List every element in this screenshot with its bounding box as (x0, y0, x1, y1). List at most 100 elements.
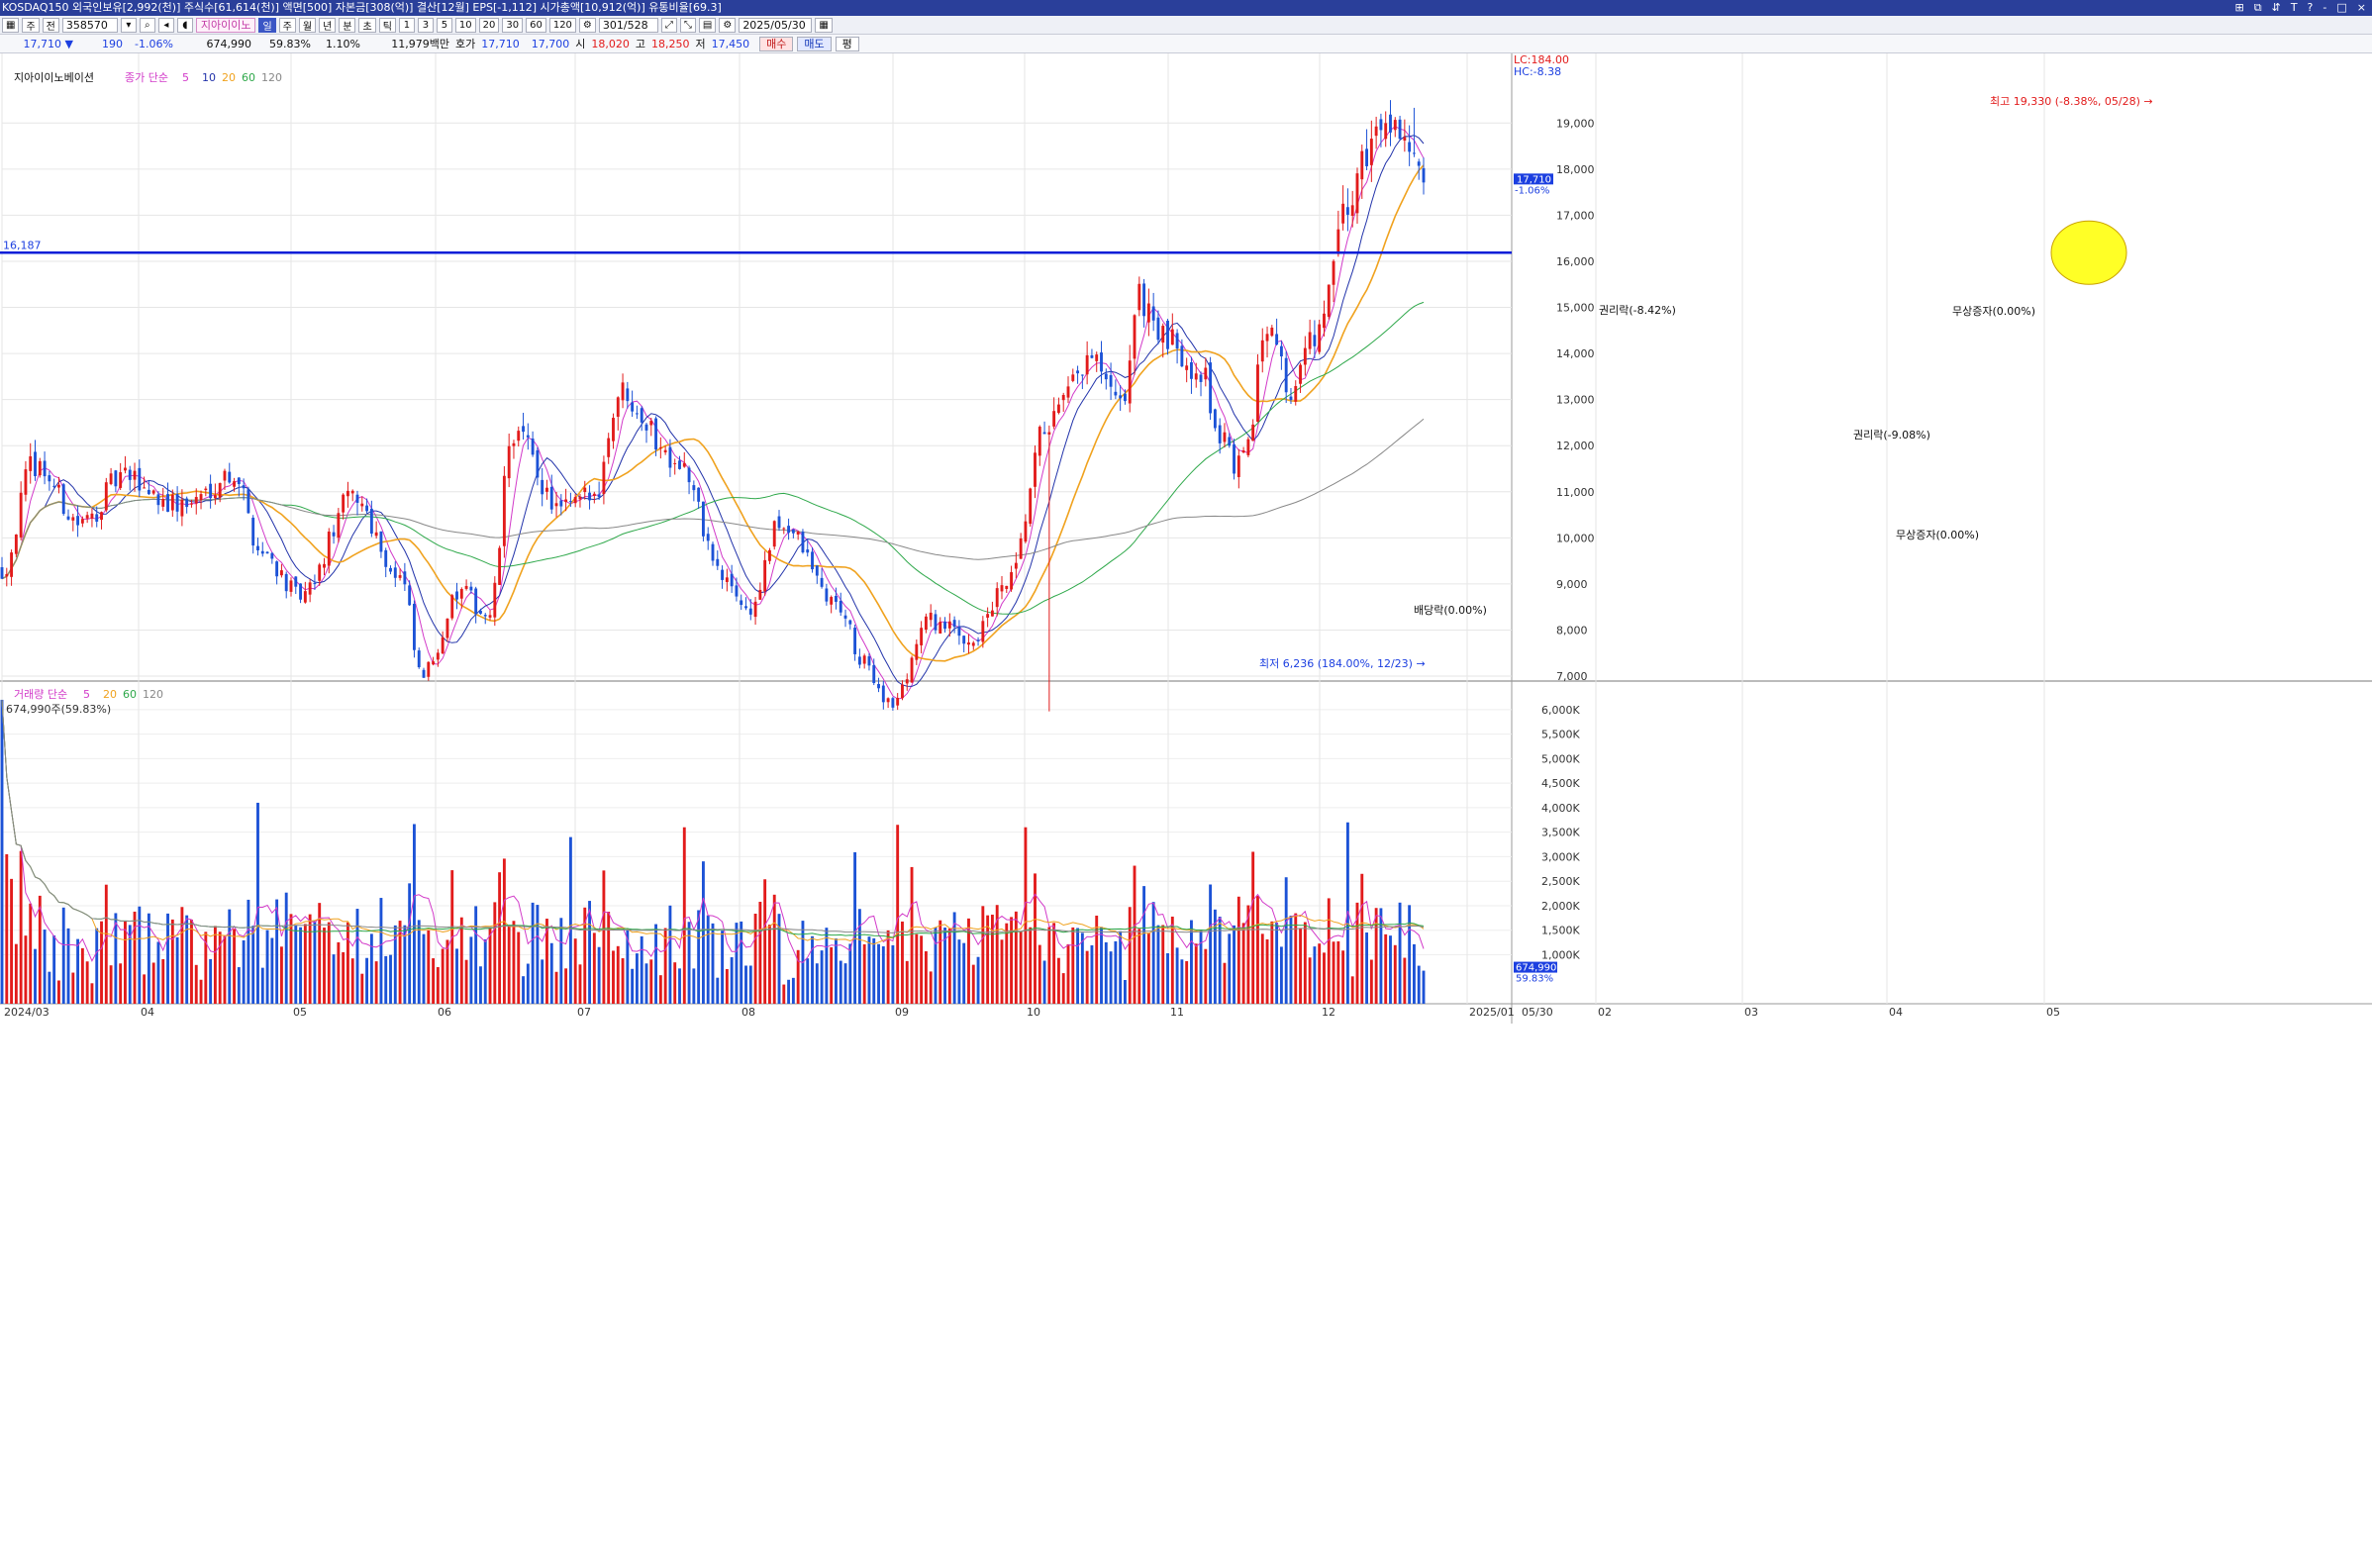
tab-second[interactable]: 초 (358, 17, 376, 33)
layout-icon[interactable]: ⊞ (2234, 1, 2244, 14)
candle-body (1265, 334, 1269, 342)
volume-bar (223, 935, 227, 1004)
tab-day[interactable]: 일 (258, 17, 276, 33)
help-icon[interactable]: ? (2307, 1, 2314, 14)
candle-body (531, 439, 535, 455)
minimize-button[interactable]: - (2323, 1, 2327, 14)
volume-bar (251, 926, 255, 1004)
stock-chart[interactable]: 16,187 최고 19,330 (-8.38%, 05/28) → 최저 6,23… (0, 53, 2372, 1568)
volume-tick-label: 1,500K (1541, 925, 1580, 937)
text-icon[interactable]: T (2290, 1, 2298, 14)
high-label: 고 (635, 38, 645, 50)
tab-week[interactable]: 주 (278, 17, 296, 33)
sell-button[interactable]: 매도 (797, 36, 832, 51)
candle-body (1056, 404, 1060, 414)
candle-body (971, 642, 975, 646)
volume-ma-period-label: 5 (83, 688, 90, 701)
candle-body (1403, 137, 1407, 141)
sort-icon[interactable]: ⇵ (2271, 1, 2281, 14)
minute-60-button[interactable]: 60 (526, 17, 546, 33)
candle-body (740, 600, 743, 606)
volume-bar (1034, 873, 1037, 1004)
candle-body (1294, 386, 1298, 402)
volume-bar (881, 945, 885, 1004)
candle-body (554, 503, 558, 507)
volume-bar (459, 917, 463, 1004)
volume-bar (830, 946, 834, 1004)
market-select[interactable]: 주 (22, 17, 40, 33)
save-icon[interactable]: ▤ (698, 17, 717, 33)
stock-name-field[interactable]: 지아이이노 (195, 17, 256, 33)
candle-body (830, 597, 834, 605)
candle-body (1047, 432, 1051, 435)
candle-body (616, 397, 620, 418)
volume-bar (758, 901, 762, 1004)
volume-bar (247, 899, 250, 1004)
candle-body (1034, 452, 1037, 487)
buy-button[interactable]: 매수 (759, 36, 794, 51)
candle-body (0, 567, 4, 579)
sound-icon[interactable]: ◖ (176, 17, 193, 33)
shrink-icon[interactable]: ⤡ (679, 17, 696, 33)
volume-bar (114, 913, 118, 1004)
volume-bar (971, 964, 975, 1004)
candle-body (1114, 391, 1118, 396)
volume-bar (872, 937, 876, 1004)
candle-body (1389, 114, 1392, 133)
tab-minute[interactable]: 분 (339, 17, 356, 33)
quote-bar: 17,710 ▼ 190 -1.06% 674,990 59.83% 1.10%… (0, 35, 2372, 53)
minute-5-button[interactable]: 5 (436, 17, 452, 33)
volume-bar (1233, 925, 1235, 1004)
candle-body (119, 472, 123, 488)
candle-body (687, 467, 691, 483)
volume-bar (151, 962, 155, 1004)
minute-120-button[interactable]: 120 (548, 17, 576, 33)
candle-body (1042, 432, 1046, 435)
candle-body (156, 494, 160, 506)
price-tick-label: 9,000 (1556, 578, 1588, 591)
link-icon[interactable]: ⧉ (2253, 1, 2262, 14)
search-icon[interactable]: ⌕ (139, 17, 155, 33)
gear-icon[interactable]: ⚙ (719, 17, 737, 33)
volume-bar (522, 976, 525, 1004)
volume-bar (34, 948, 37, 1004)
volume-bar (564, 968, 568, 1004)
candle-body (1408, 142, 1412, 152)
candle-body (1100, 352, 1103, 372)
date-input[interactable]: 2025/05/30 (739, 17, 813, 33)
close-button[interactable]: × (2356, 1, 2366, 14)
tab-tick[interactable]: 틱 (378, 17, 396, 33)
volume-tick-label: 5,000K (1541, 752, 1580, 765)
volume-bar (658, 975, 662, 1004)
volume-bar (910, 866, 914, 1004)
evaluate-button[interactable]: 평 (835, 36, 859, 51)
candle-body (374, 532, 378, 537)
candle-body (843, 615, 847, 619)
stock-code-input[interactable]: 358570 (61, 17, 118, 33)
volume-bar (791, 977, 795, 1004)
candle-body (422, 669, 426, 678)
minute-30-button[interactable]: 30 (502, 17, 524, 33)
chart-area[interactable]: 16,187 최고 19,330 (-8.38%, 05/28) → 최저 6,23… (0, 53, 2372, 1568)
candle-body (1104, 373, 1108, 380)
calendar-icon[interactable]: ▦ (815, 17, 833, 33)
prev-icon[interactable]: ◂ (157, 17, 174, 33)
candle-body (815, 565, 819, 576)
volume-bar (1010, 917, 1013, 1004)
volume-bar (109, 965, 113, 1004)
candle-body (223, 470, 227, 481)
maximize-button[interactable]: □ (2336, 1, 2347, 14)
exchange-select[interactable]: 전 (42, 17, 59, 33)
dropdown-chevron-icon[interactable]: ▾ (120, 17, 137, 33)
settings-icon[interactable]: ⚙ (578, 17, 596, 33)
expand-icon[interactable]: ⤢ (660, 17, 677, 33)
minute-10-button[interactable]: 10 (454, 17, 476, 33)
tab-year[interactable]: 년 (319, 17, 337, 33)
grid-icon[interactable]: ▦ (2, 17, 20, 33)
minute-3-button[interactable]: 3 (417, 17, 434, 33)
volume-bar (929, 971, 933, 1004)
candle-body (1318, 324, 1322, 352)
tab-month[interactable]: 월 (298, 17, 317, 33)
minute-20-button[interactable]: 20 (478, 17, 500, 33)
minute-1-button[interactable]: 1 (398, 17, 415, 33)
